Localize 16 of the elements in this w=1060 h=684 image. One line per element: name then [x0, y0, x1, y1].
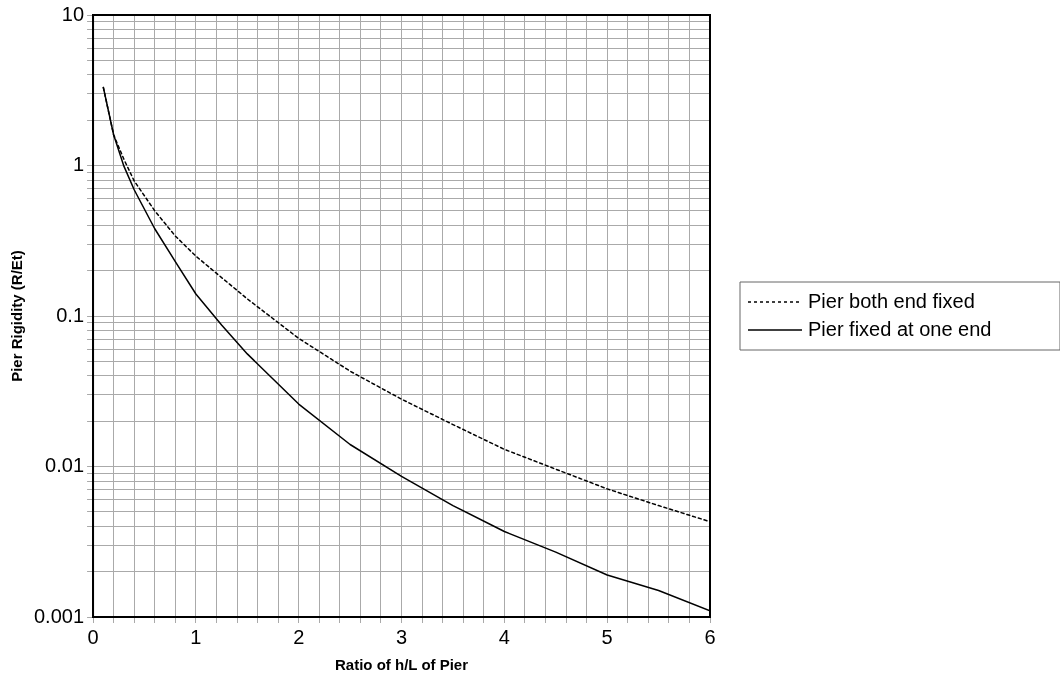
x-tick-label: 5 — [601, 625, 613, 648]
x-axis-title: Ratio of h/L of Pier — [334, 656, 469, 674]
y-tick-label: 0.01 — [45, 454, 85, 477]
y-tick-label: 0.001 — [33, 604, 85, 627]
y-axis-title: Pier Rigidity (R/Et) — [8, 250, 26, 382]
x-tick-label: 0 — [87, 625, 99, 648]
x-tick-label: 2 — [293, 625, 305, 648]
x-tick-label: 3 — [395, 625, 408, 648]
y-tick-label: 0.1 — [56, 303, 85, 326]
y-tick-label: 10 — [61, 2, 85, 25]
legend-label: Pier both end fixed — [808, 289, 975, 312]
y-tick-label: 1 — [72, 153, 85, 176]
legend-label: Pier fixed at one end — [808, 317, 992, 340]
x-tick-label: 4 — [498, 625, 510, 648]
x-tick-label: 6 — [704, 625, 716, 648]
x-tick-label: 1 — [190, 625, 202, 648]
